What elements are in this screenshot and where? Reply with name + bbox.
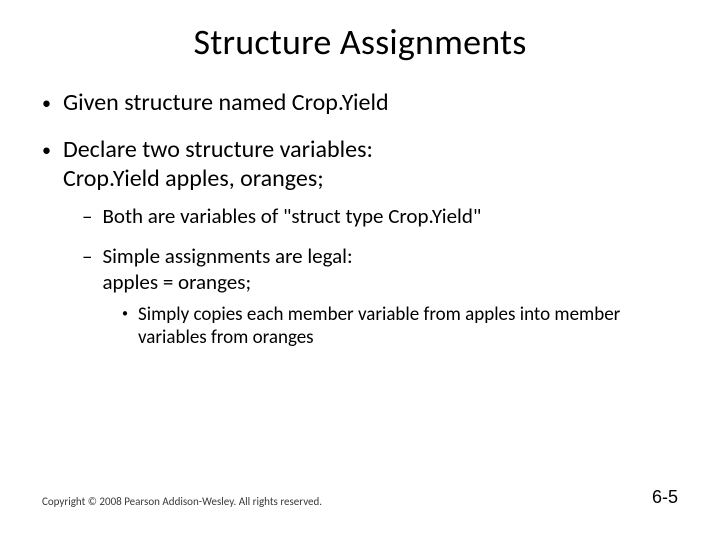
bullet-list-lvl3: • Simply copies each member variable fro… [122,303,678,349]
list-item: – Simple assignments are legal: apples =… [82,243,678,349]
list-item: • Simply copies each member variable fro… [122,303,678,349]
list-item-text: Given structure named Crop.Yield [63,88,389,117]
list-item-line: Declare two structure variables: [63,135,373,164]
copyright-text: Copyright © 2008 Pearson Addison-Wesley.… [42,495,322,508]
bullet-icon: • [42,141,51,159]
dash-icon: – [82,203,92,229]
bullet-icon: • [42,94,51,112]
list-item: • Declare two structure variables: Crop.… [42,135,678,349]
slide-footer: Copyright © 2008 Pearson Addison-Wesley.… [42,487,678,508]
list-item-line: Crop.Yield apples, oranges; [63,164,373,193]
list-item-text: Simply copies each member variable from … [138,303,678,349]
list-item-text: Declare two structure variables: Crop.Yi… [63,135,373,193]
bullet-icon: • [122,308,128,320]
bullet-list-lvl2: – Both are variables of "struct type Cro… [82,203,678,349]
list-item: • Given structure named Crop.Yield [42,88,678,117]
bullet-list-lvl1: • Given structure named Crop.Yield • Dec… [42,88,678,349]
page-number: 6-5 [652,487,678,508]
list-item-text: Simple assignments are legal: apples = o… [102,243,352,295]
list-item-text: Both are variables of "struct type Crop.… [102,203,481,229]
list-item-line: Simple assignments are legal: [102,243,352,269]
slide: Structure Assignments • Given structure … [0,0,720,540]
slide-title: Structure Assignments [42,20,678,64]
dash-icon: – [82,243,92,269]
list-item: – Both are variables of "struct type Cro… [82,203,678,229]
list-item-line: apples = oranges; [102,269,352,295]
